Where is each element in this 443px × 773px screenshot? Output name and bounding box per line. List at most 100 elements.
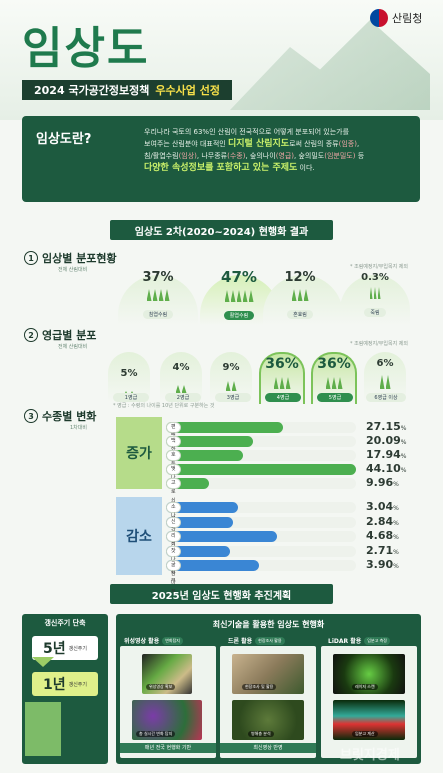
bar-value: 3.90% (366, 558, 399, 571)
column-footer: 매년 전국 현행화 기반 (120, 743, 216, 753)
bar-label: 호두나무 (166, 450, 181, 485)
cycle-panel: 갱신주기 단축 5년 갱신주기 1년 갱신주기 (22, 614, 108, 764)
bar-label: 고로쇠나무 (166, 478, 181, 522)
bar-value: 2.71% (366, 543, 399, 557)
age-class-label: 5영급 (317, 393, 353, 402)
cycle-old: 5년 갱신주기 (32, 636, 98, 660)
intro-line-1: 우리나라 국토의 63%인 산림이 전국적으로 어떻게 분포되어 있는가를 (144, 128, 350, 136)
age-class-pct: 6% (376, 358, 394, 369)
column-title: 위성영상 활용 (124, 638, 160, 645)
bar-label: 소나무·곰솔 (166, 502, 181, 555)
intro-tag: (임종) (338, 140, 357, 148)
bar-value: 27.15% (366, 420, 407, 433)
age-class-label: 6영급 이상 (366, 393, 406, 402)
bar-track (166, 478, 356, 489)
tech-heading: 최신기술을 활용한 임상도 현행화 (212, 620, 325, 629)
page-title: 임상도 (22, 23, 150, 74)
forest-type-note-right: * 조림예정지/무입목지 제외 (350, 264, 408, 270)
bar-track (166, 560, 356, 571)
bar-value: 9.96% (366, 476, 399, 489)
award-banner: 2024 국가공간정보정책 우수사업 선정 (22, 80, 232, 100)
bar-label: 신갈나무 (166, 516, 181, 552)
bar (166, 531, 278, 542)
age-trees-icon (165, 377, 197, 393)
bar-unit: % (393, 481, 399, 488)
bar-value: 3.04% (366, 500, 399, 513)
bar-unit: % (393, 505, 399, 512)
forest-type-label: 침엽수림 (142, 310, 174, 319)
bar-unit: % (400, 467, 407, 474)
watermark: 브릿지경제 (340, 748, 400, 763)
bar (166, 450, 244, 461)
image-caption: 총 실시간 변화 탐지 (136, 731, 176, 737)
bar-track (166, 450, 356, 461)
broadleaf-trees-icon (203, 286, 275, 302)
forest-type-pct: 12% (284, 270, 316, 285)
bar-track (166, 516, 356, 528)
intro-tag: (수종) (227, 152, 246, 160)
bar-unit: % (393, 563, 399, 570)
intro-text: 우리나라 국토의 63%인 산림이 전국적으로 어떻게 분포되어 있는가를 보여… (144, 126, 414, 174)
forest-type-pct: 0.3% (361, 272, 389, 283)
bar (166, 478, 209, 489)
forest-type-heading: 1 임상별 분포현황 (24, 250, 117, 266)
bar-track (166, 436, 356, 447)
bar-value: 44.10% (366, 462, 407, 475)
column-tag: 임분고 측정 (364, 636, 390, 645)
age-class-label: 4영급 (265, 393, 301, 402)
bar-label: 리기다소나무 (166, 531, 181, 584)
bar-label: 벚나무 (166, 464, 181, 490)
intro-box: 임상도란? 우리나라 국토의 63%인 산림이 전국적으로 어떻게 분포되어 있… (22, 116, 420, 202)
bar (166, 422, 283, 433)
intro-label: 임상도란? (36, 132, 92, 147)
age-trees-icon (215, 375, 247, 391)
image-caption: 레이저 스캔 (352, 684, 378, 690)
forest-type-pct: 37% (142, 270, 174, 285)
age-class-pct: 36% (317, 356, 351, 372)
section-number: 3 (24, 409, 38, 423)
intro-text-part: , 숲의나이 (245, 152, 276, 160)
column-tag: 현장조사 활용 (255, 636, 285, 645)
drone-column-head: 드론 활용 현장조사 활용 (228, 636, 285, 645)
bar-value: 2.84% (366, 514, 399, 528)
lidar-column-head: LiDAR 활용 임분고 측정 (328, 636, 390, 645)
age-class-label: 2영급 (165, 393, 201, 402)
banner-highlight: 우수사업 선정 (155, 84, 220, 97)
forest-type-title: 임상별 분포현황 (42, 252, 117, 265)
cycle-unit: 갱신주기 (68, 645, 88, 652)
bar (166, 464, 356, 475)
bar-label: 백합나무 (166, 436, 181, 471)
age-trees-icon (266, 373, 298, 389)
column-title: LiDAR 활용 (328, 638, 362, 645)
bar-track (166, 502, 356, 513)
intro-text-part: , 숲의밀도 (294, 152, 325, 160)
column-footer: 최신영상 반영 (220, 743, 316, 753)
agency-name: 산림청 (392, 12, 423, 25)
forest-type-note: 전체 산림대비 (58, 267, 88, 273)
bar-unit: % (400, 453, 407, 460)
image-caption: 위성영상 확보 (146, 684, 176, 690)
satellite-column-head: 위성영상 활용 변화탐지 (124, 636, 183, 645)
cycle-new: 1년 갱신주기 (32, 672, 98, 696)
intro-line-4: 다양한 속성정보를 포함하고 있는 주제도 이다. (144, 162, 414, 174)
forest-type-label: 죽림 (364, 308, 386, 317)
cycle-heading: 갱신주기 단축 (44, 619, 86, 627)
bar-unit: % (393, 519, 399, 527)
section-number: 2 (24, 328, 38, 342)
taegeuk-icon (370, 9, 388, 27)
bar-unit: % (400, 425, 407, 432)
age-class-pct: 4% (172, 362, 190, 373)
korea-map-icon (25, 702, 61, 756)
arrow-down-icon (32, 657, 54, 667)
intro-text-part: 등 (355, 152, 365, 160)
bar-value: 17.94% (366, 448, 407, 461)
bar-unit: % (400, 439, 407, 446)
image-caption: 임분고 계산 (352, 731, 378, 737)
age-class-label: 3영급 (215, 393, 251, 402)
intro-text-part: , (356, 140, 360, 148)
cycle-unit: 갱신주기 (68, 681, 88, 688)
forest-type-item: 12% 혼효림 (270, 270, 330, 320)
intro-text-part: 보여주는 산림분야 대표적인 (144, 140, 226, 148)
age-class-pct: 36% (265, 356, 299, 372)
age-class-pct: 9% (222, 362, 240, 373)
